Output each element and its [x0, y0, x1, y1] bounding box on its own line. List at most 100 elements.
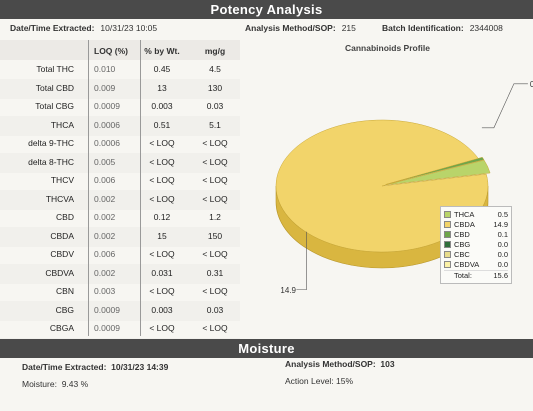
moisture-result: Moisture: 9.43 %	[22, 379, 88, 389]
moisture-date-label: Date/Time Extracted:	[22, 362, 107, 372]
compound-name: THCV	[50, 175, 74, 185]
mg-per-g-value: < LOQ	[202, 323, 228, 333]
loq-value: 0.0006	[94, 119, 120, 130]
callout-line-small	[481, 83, 528, 129]
total-label: Total:	[454, 271, 472, 280]
moisture-label: Moisture:	[22, 379, 57, 389]
compound-name: THCVA	[45, 193, 74, 204]
pct-by-wt-value: 0.45	[153, 64, 171, 74]
loq-value: 0.003	[94, 286, 116, 296]
table-row: CBG 0.0009 0.003 0.03	[0, 300, 240, 321]
compound-name: delta 8-THC	[28, 156, 74, 167]
table-row: THCVA 0.002 < LOQ < LOQ	[0, 189, 240, 210]
compound-name: THCA	[50, 119, 74, 130]
table-header: LOQ (%) % by Wt. mg/g	[0, 40, 240, 60]
potency-method-label: Analysis Method/SOP:	[245, 23, 336, 33]
legend-swatch	[444, 240, 451, 248]
table-row: CBDA 0.002 15 150	[0, 226, 240, 247]
table-divider	[88, 40, 89, 336]
loq-value: 0.002	[94, 212, 116, 222]
pct-by-wt-value: < LOQ	[149, 323, 175, 333]
loq-value: 0.0009	[94, 304, 120, 315]
pct-by-wt-value: < LOQ	[149, 175, 175, 185]
compound-name: CBDVA	[45, 267, 74, 278]
mg-per-g-value: < LOQ	[202, 175, 228, 185]
table-row: Total THC 0.010 0.45 4.5	[0, 60, 240, 80]
legend-value: 0.0	[497, 249, 508, 259]
header-mg-per-g: mg/g	[204, 46, 226, 56]
legend-entry: CBDA 14.9	[444, 219, 508, 229]
pie-slice-thca	[385, 159, 491, 186]
legend-swatch	[444, 230, 451, 238]
total-value: 15.6	[493, 271, 508, 280]
table-divider	[140, 40, 141, 336]
action-level-value: 15%	[336, 376, 354, 386]
pie-chart: 0.514.9	[275, 80, 533, 295]
pct-by-wt-value: 0.003	[151, 101, 173, 111]
pct-by-wt-value: 0.003	[151, 304, 173, 315]
compound-name: Total CBG	[35, 101, 74, 111]
legend-value: 0.1	[497, 229, 508, 239]
legend-swatch	[444, 210, 451, 218]
legend-entry: CBG 0.0	[444, 239, 508, 249]
pct-by-wt-value: < LOQ	[149, 249, 175, 259]
cannabinoids-chart: Cannabinoids Profile 0.514.9 THCA0.5CBDA…	[242, 40, 533, 336]
table-row: CBN 0.003 < LOQ < LOQ	[0, 282, 240, 302]
potency-analysis-header: Potency Analysis	[0, 0, 533, 19]
legend-value: 0.5	[497, 209, 508, 219]
batch-label: Batch Identification:	[382, 23, 464, 33]
batch-identification: Batch Identification: 2344008	[382, 23, 503, 33]
loq-value: 0.0009	[94, 101, 120, 111]
table-row: CBD 0.002 0.12 1.2	[0, 208, 240, 228]
legend-label: CBD	[454, 229, 470, 239]
mg-per-g-value: 5.1	[209, 119, 221, 130]
loq-value: 0.006	[94, 249, 116, 259]
loq-value: 0.005	[94, 156, 116, 167]
pct-by-wt-value: < LOQ	[149, 193, 175, 204]
action-level: Action Level: 15%	[285, 376, 353, 386]
table-row: delta 8-THC 0.005 < LOQ < LOQ	[0, 152, 240, 173]
table-row: Total CBD 0.009 13 130	[0, 78, 240, 99]
pct-by-wt-value: 0.12	[153, 212, 171, 222]
moisture-date-extracted: Date/Time Extracted: 10/31/23 14:39	[22, 362, 168, 372]
compound-name: CBG	[55, 304, 74, 315]
legend-entry: CBD 0.1	[444, 229, 508, 239]
mg-per-g-value: < LOQ	[202, 193, 228, 204]
table-row: CBDVA 0.002 0.031 0.31	[0, 263, 240, 284]
compound-name: CBD	[56, 212, 74, 222]
pct-by-wt-value: < LOQ	[149, 156, 175, 167]
loq-value: 0.002	[94, 230, 116, 241]
chart-legend: THCA 0.5 CBDA 14.9 CBD 0.1 CBG 0.0 CBC 0.0 CBDVA 0.…	[440, 206, 512, 284]
callout-label-small: 0.5	[530, 80, 533, 89]
header-loq: LOQ (%)	[94, 46, 128, 56]
mg-per-g-value: < LOQ	[202, 156, 228, 167]
mg-per-g-value: < LOQ	[202, 286, 228, 296]
mg-per-g-value: 150	[207, 230, 223, 241]
legend-swatch	[444, 260, 451, 268]
legend-total: Total: 15.6	[444, 270, 508, 281]
legend-label: THCA	[454, 209, 475, 219]
pct-by-wt-value: 0.031	[151, 267, 173, 278]
potency-date-value: 10/31/23 10:05	[100, 23, 158, 33]
loq-value: 0.009	[94, 82, 116, 93]
table-row: Total CBG 0.0009 0.003 0.03	[0, 97, 240, 117]
chart-title: Cannabinoids Profile	[344, 43, 430, 53]
legend-label: CBC	[454, 249, 470, 259]
loq-value: 0.002	[94, 267, 116, 278]
mg-per-g-value: 0.03	[206, 304, 224, 315]
table-row: CBGA 0.0009 < LOQ < LOQ	[0, 319, 240, 339]
action-level-label: Action Level:	[285, 376, 334, 386]
potency-method-value: 215	[341, 23, 356, 33]
compound-name: Total CBD	[35, 82, 74, 93]
pct-by-wt-value: 0.51	[153, 119, 171, 130]
table-row: delta 9-THC 0.0006 < LOQ < LOQ	[0, 134, 240, 154]
mg-per-g-value: 0.31	[206, 267, 224, 278]
legend-label: CBDA	[454, 219, 475, 229]
moisture-method-label: Analysis Method/SOP:	[285, 359, 376, 369]
table-row: THCV 0.006 < LOQ < LOQ	[0, 171, 240, 191]
mg-per-g-value: 0.03	[206, 101, 224, 111]
legend-swatch	[444, 220, 451, 228]
pct-by-wt-value: < LOQ	[149, 286, 175, 296]
compound-name: CBGA	[49, 323, 74, 333]
compound-name: CBDV	[50, 249, 74, 259]
